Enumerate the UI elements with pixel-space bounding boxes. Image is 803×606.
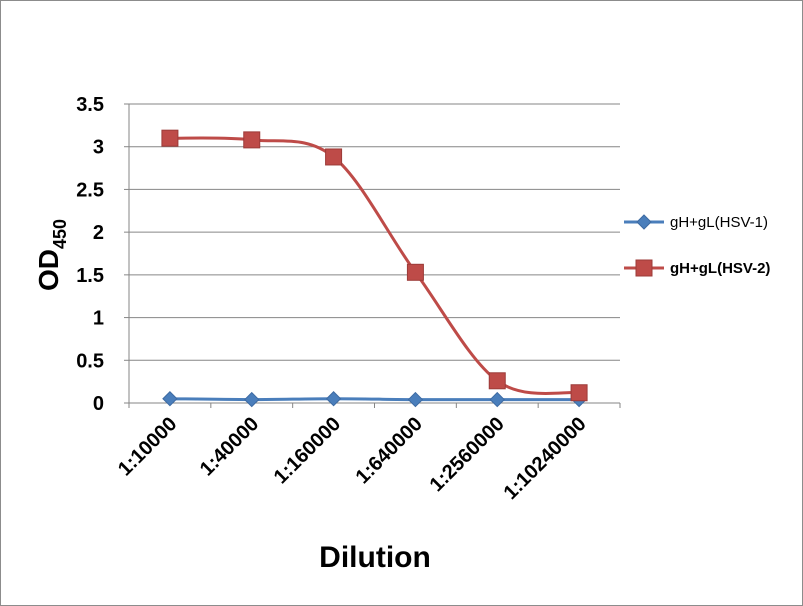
series-line <box>169 397 580 402</box>
legend: gH+gL(HSV-1) gH+gL(HSV-2) <box>624 214 770 277</box>
legend-item: gH+gL(HSV-2) <box>624 259 770 277</box>
legend-item: gH+gL(HSV-1) <box>624 214 768 231</box>
legend-marker <box>635 259 653 277</box>
data-point-marker <box>488 372 506 390</box>
y-axis-title-subscript: 450 <box>50 219 70 249</box>
x-tick-label: 1:2560000 <box>426 413 509 496</box>
data-point-marker <box>243 131 261 149</box>
legend-label: gH+gL(HSV-1) <box>670 214 768 231</box>
x-tick-label: 1:10240000 <box>500 413 591 504</box>
x-tick-label: 1:640000 <box>352 413 427 488</box>
series-1 <box>162 391 587 408</box>
data-point-marker <box>489 391 505 408</box>
svg-text:OD450: OD450 <box>33 219 70 291</box>
y-tick-label: 1 <box>93 308 104 330</box>
y-tick-label: 0.5 <box>76 350 104 372</box>
data-point-marker <box>407 391 424 408</box>
x-axis-title: Dilution <box>319 541 431 574</box>
data-point-marker <box>570 384 588 402</box>
data-point-marker <box>244 391 260 408</box>
y-axis-title-main: OD <box>33 249 64 291</box>
data-point-marker <box>161 129 179 147</box>
y-tick-label: 2 <box>93 222 104 244</box>
y-axis-ticks: 0 0.5 1 1.5 2 2.5 3 3.5 <box>76 94 104 415</box>
y-tick-label: 3.5 <box>76 94 104 116</box>
data-point-marker <box>325 148 343 166</box>
x-axis-ticks: 1:10000 1:40000 1:160000 1:6400001:25600001… <box>114 413 591 504</box>
legend-marker <box>636 214 652 230</box>
y-tick-label: 3 <box>93 137 104 159</box>
y-tick-label: 1.5 <box>76 265 104 287</box>
data-point-marker <box>325 391 342 407</box>
y-tick-label: 0 <box>93 393 104 415</box>
series-line <box>169 136 580 396</box>
data-point-marker <box>162 391 178 407</box>
y-axis-title: OD450 <box>33 219 70 291</box>
legend-label: gH+gL(HSV-2) <box>670 260 770 277</box>
x-tick-label: 1:40000 <box>196 413 263 480</box>
series-group <box>161 129 588 408</box>
series-2 <box>161 129 588 402</box>
grid-lines <box>124 103 621 408</box>
x-tick-label: 1:160000 <box>270 413 345 488</box>
data-point-marker <box>406 263 424 281</box>
x-tick-label: 1:10000 <box>114 413 181 480</box>
y-tick-label: 2.5 <box>76 179 104 201</box>
